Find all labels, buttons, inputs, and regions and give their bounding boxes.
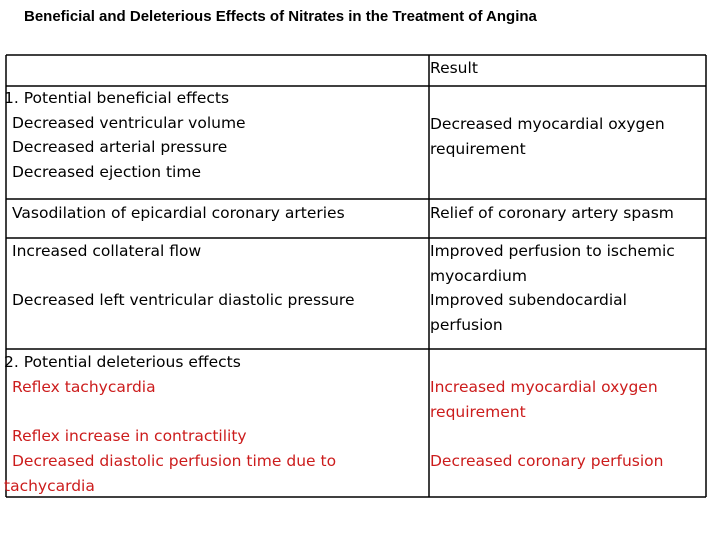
list-item: Reflex increase in contractility [12,427,247,445]
result-line: Decreased myocardial oxygen [430,115,665,133]
deleterious-heading: 2. Potential deleterious effects [4,353,241,371]
result-line: Relief of coronary artery spasm [430,204,674,222]
result-line: perfusion [430,315,503,334]
list-item: Vasodilation of epicardial coronary arte… [12,204,345,222]
effect-cell: Vasodilation of epicardial coronary arte… [12,201,345,226]
beneficial-effects-heading: 1. Potential beneficial effects [4,89,230,107]
page-title: Beneficial and Deleterious Effects of Ni… [24,8,537,25]
result-line: Improved subendocardial [430,291,627,309]
effect-cell: Decreased left ventricular diastolic pre… [12,288,355,313]
result-cell: Decreased myocardial oxygen requirement [430,112,665,161]
result-line: Improved perfusion to ischemic [430,242,675,260]
result-line: requirement [430,139,526,158]
result-cell: Increased myocardial oxygen requirement [430,375,658,424]
result-cell: Decreased coronary perfusion [430,452,664,470]
list-item: Decreased arterial pressure [12,138,228,156]
list-item: Reflex tachycardia [12,378,156,396]
list-item: Decreased diastolic perfusion time due t… [12,452,337,470]
list-item: tachycardia [4,477,95,495]
list-item: Increased collateral flow [12,242,202,260]
list-item: Decreased ventricular volume [12,113,246,132]
result-line: myocardium [430,266,527,285]
result-line: requirement [430,402,526,421]
result-cell: Relief of coronary artery spasm [430,201,674,226]
result-header: Result [430,59,478,77]
result-cell: Improved perfusion to ischemic myocardiu… [430,239,675,337]
result-line: Increased myocardial oxygen [430,378,658,396]
beneficial-effects-cell: 1. Potential beneficial effects Decrease… [4,86,246,184]
list-item: Decreased ejection time [12,162,201,181]
effect-cell: Increased collateral flow [12,239,201,264]
list-item: Decreased left ventricular diastolic pre… [12,291,355,309]
